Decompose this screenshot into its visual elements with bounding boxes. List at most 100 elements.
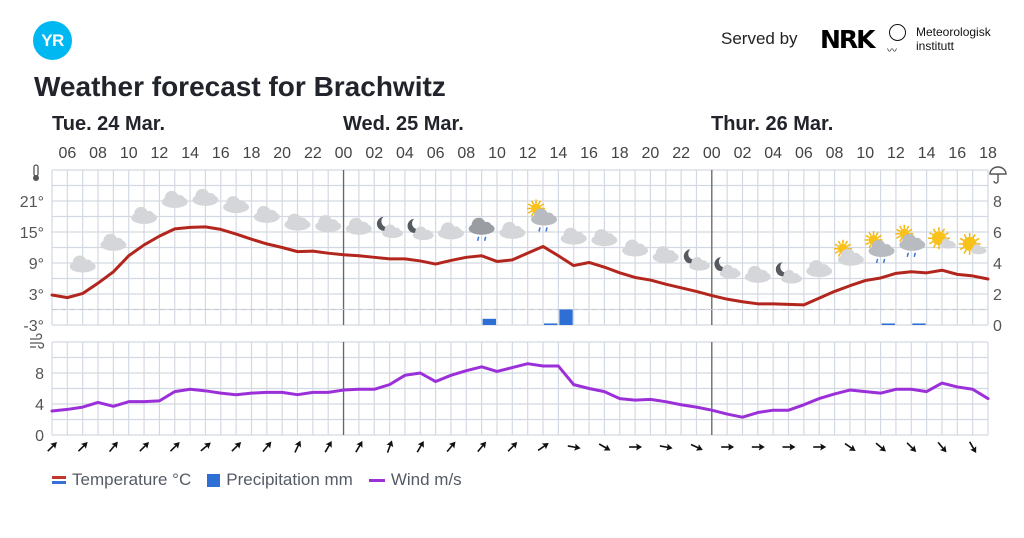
cloud-part: [423, 229, 432, 238]
wind-direction-arrow-icon: [77, 442, 88, 452]
weather-icon-rain: [468, 217, 495, 241]
hour-label: 22: [672, 145, 690, 162]
legend-precipitation-swatch: [207, 473, 221, 487]
precip-tick-label: 4: [993, 256, 1002, 273]
hour-label: 20: [642, 145, 660, 162]
wind-direction-arrow-icon: [200, 442, 211, 452]
weather-icon-cloudy: [284, 213, 311, 231]
arrow-head: [848, 444, 856, 452]
raindrop: [483, 236, 487, 241]
sun-ray: [929, 232, 934, 236]
sun-ray: [896, 228, 901, 232]
weather-icon-partlycloudy_night: [407, 218, 434, 241]
wind-direction-arrow-icon: [416, 440, 424, 453]
thermometer-bulb: [33, 175, 39, 181]
cloud-part: [512, 225, 523, 236]
thermometer-stem: [33, 164, 39, 177]
sun-ray: [963, 249, 967, 254]
hour-label: 12: [887, 145, 905, 162]
sun-ray: [929, 241, 934, 245]
precipitation-bar: [912, 323, 926, 325]
wind-direction-arrow-icon: [386, 440, 394, 453]
cloud-part: [699, 260, 708, 269]
wind-direction-arrow-icon: [355, 440, 363, 453]
weather-icon-cloudy: [499, 221, 526, 239]
yr-logo[interactable]: YR: [33, 21, 72, 60]
hour-label: 08: [457, 145, 475, 162]
wind-direction-arrow-icon: [139, 442, 150, 452]
cloud-part: [791, 273, 800, 282]
weather-icon-cloudy: [69, 255, 96, 273]
served-by-label: Served by: [721, 29, 798, 48]
cloud-part: [113, 237, 124, 248]
sun-ray: [530, 212, 535, 217]
wind-tick-label: 4: [35, 397, 44, 414]
cloud-part: [174, 194, 185, 205]
wind-direction-arrow-icon: [567, 443, 581, 451]
day-label-thu: Thur. 26 Mar.: [711, 113, 834, 135]
hour-label: 16: [580, 145, 598, 162]
wind-direction-arrow-icon: [690, 443, 703, 451]
raindrop: [875, 258, 879, 264]
arrow-head: [820, 443, 827, 451]
sun-ray: [899, 225, 903, 230]
nrk-logo[interactable]: NRK: [820, 25, 876, 54]
arrow-head: [666, 443, 673, 451]
hour-label: 14: [181, 145, 199, 162]
arrow-head: [939, 445, 947, 453]
wind-direction-arrow-icon: [231, 442, 242, 452]
weather-icon-partlycloudy_day_rain: [864, 230, 895, 264]
weather-icon-fair_day: [958, 232, 987, 255]
sun-ray: [932, 243, 937, 249]
arrow-head: [879, 444, 886, 452]
wind-direction-arrow-icon: [446, 441, 456, 453]
wind-direction-arrow-icon: [813, 443, 827, 451]
cloud-part: [205, 192, 216, 203]
cloud-part: [358, 221, 369, 232]
cloud-part: [297, 217, 308, 228]
cloud-part: [481, 221, 492, 232]
wind-direction-arrow-icon: [721, 443, 735, 451]
arrow-head: [603, 444, 611, 451]
weather-icon-cloudy: [192, 188, 219, 206]
wind-direction-arrow-icon: [598, 443, 611, 451]
cloud-part: [236, 200, 247, 211]
cloud-part: [604, 233, 615, 244]
precipitation-bar: [544, 323, 558, 325]
wind-direction-arrow-icon: [47, 442, 57, 452]
sun-ray: [932, 228, 937, 233]
temp-tick-label: 3°: [29, 287, 44, 304]
weather-icon-partlycloudy_night: [714, 257, 741, 279]
cloud-part: [730, 267, 739, 276]
wind-direction-arrow-icon: [108, 441, 118, 453]
cloud-part: [850, 252, 861, 263]
raindrop: [476, 236, 480, 241]
hour-label: 16: [948, 145, 966, 162]
sun-ray: [963, 234, 967, 239]
sun-ray: [906, 225, 910, 230]
weather-icon-cloudy: [652, 246, 679, 264]
sun-ray: [539, 203, 545, 207]
wind-direction-arrow-icon: [906, 442, 917, 452]
met-logo-wave-icon: 〰: [887, 46, 897, 57]
legend-temperature-swatch: [52, 476, 66, 484]
arrow-head: [541, 442, 549, 450]
hour-label: 10: [488, 145, 506, 162]
sun-ray: [959, 237, 964, 242]
temp-tick-label: 21°: [20, 194, 44, 211]
hour-label: 02: [734, 145, 752, 162]
sun-ray: [837, 252, 842, 257]
weather-icon-cloudy: [560, 227, 587, 245]
sun-ray: [868, 243, 872, 249]
arrow-head: [448, 441, 456, 449]
arrow-head: [325, 440, 332, 448]
legend-wind-swatch: [368, 478, 385, 482]
wind-direction-arrow-icon: [537, 442, 549, 452]
sun-ray: [527, 210, 533, 214]
weather-icon-cloudy: [591, 229, 618, 247]
weather-icon-fair_day: [927, 227, 956, 250]
weather-icon-partlycloudy_day_rain: [527, 199, 558, 232]
arrow-head: [172, 442, 180, 449]
hour-label: 10: [120, 145, 138, 162]
hour-label: 02: [365, 145, 383, 162]
